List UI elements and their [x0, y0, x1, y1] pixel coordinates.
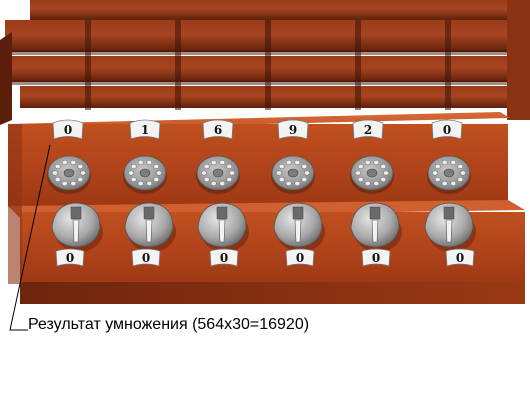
pinwheel-dial-icon[interactable] [123, 155, 167, 194]
result-digit-2: 1 [129, 119, 161, 140]
setting-digit-6: 0 [445, 248, 475, 267]
setting-digit-text: 0 [66, 251, 74, 265]
pinwheel-dial-icon[interactable] [427, 155, 471, 194]
setting-digit-5: 0 [361, 248, 391, 267]
result-digit-3: 6 [202, 119, 234, 140]
result-digit-text: 6 [214, 123, 222, 137]
setting-counter-row: 0 0 0 0 0 0 [55, 248, 475, 267]
result-digit-text: 0 [64, 123, 72, 137]
setting-digit-text: 0 [372, 251, 380, 265]
setting-digit-1: 0 [55, 248, 85, 267]
result-digit-text: 0 [443, 123, 451, 137]
setting-lever-knob-icon[interactable] [424, 202, 476, 252]
pinwheel-dial-row [47, 155, 471, 194]
setting-digit-2: 0 [131, 248, 161, 267]
setting-digit-3: 0 [209, 248, 239, 267]
setting-digit-text: 0 [142, 251, 150, 265]
setting-digit-4: 0 [285, 248, 315, 267]
setting-lever-row [51, 202, 476, 252]
setting-digit-text: 0 [220, 251, 228, 265]
pinwheel-dial-icon[interactable] [47, 155, 91, 194]
result-digit-5: 2 [352, 119, 384, 140]
pinwheel-dial-icon[interactable] [350, 155, 394, 194]
setting-lever-knob-icon[interactable] [273, 202, 325, 252]
setting-digit-text: 0 [456, 251, 464, 265]
setting-lever-knob-icon[interactable] [124, 202, 176, 252]
pinwheel-dial-icon[interactable] [271, 155, 315, 194]
result-caption: Результат умножения (564x30=16920) [28, 316, 310, 333]
setting-lever-knob-icon[interactable] [197, 202, 249, 252]
caption-pointer-line [9, 144, 51, 331]
setting-lever-knob-icon[interactable] [51, 202, 103, 252]
pinwheel-dial-icon[interactable] [196, 155, 240, 194]
result-digit-4: 9 [277, 119, 309, 140]
setting-lever-knob-icon[interactable] [350, 202, 402, 252]
result-digit-text: 9 [289, 123, 297, 137]
result-digit-text: 2 [364, 123, 372, 137]
setting-digit-text: 0 [296, 251, 304, 265]
result-digit-1: 0 [52, 119, 84, 140]
result-digit-text: 1 [141, 123, 149, 137]
result-digit-6: 0 [431, 119, 463, 140]
rear-slats [0, 0, 530, 125]
